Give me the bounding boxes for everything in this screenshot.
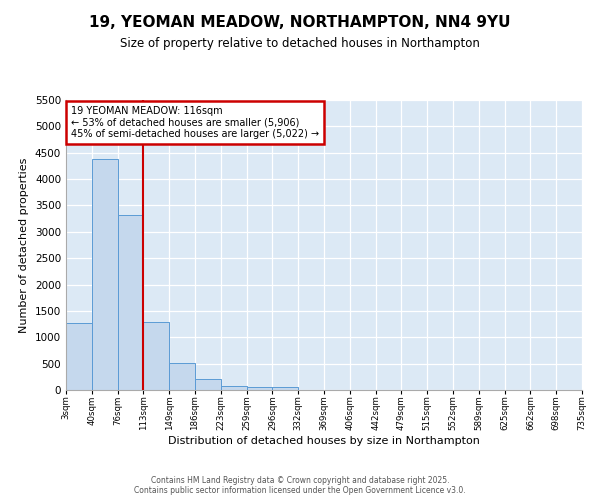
Bar bbox=[118, 216, 143, 390]
Text: 19, YEOMAN MEADOW, NORTHAMPTON, NN4 9YU: 19, YEOMAN MEADOW, NORTHAMPTON, NN4 9YU bbox=[89, 15, 511, 30]
Bar bbox=[143, 322, 169, 390]
Y-axis label: Number of detached properties: Number of detached properties bbox=[19, 158, 29, 332]
Text: 19 YEOMAN MEADOW: 116sqm
← 53% of detached houses are smaller (5,906)
45% of sem: 19 YEOMAN MEADOW: 116sqm ← 53% of detach… bbox=[71, 106, 319, 139]
Bar bbox=[169, 363, 195, 390]
Bar bbox=[66, 323, 92, 390]
Bar bbox=[247, 386, 272, 390]
Text: Contains HM Land Registry data © Crown copyright and database right 2025.
Contai: Contains HM Land Registry data © Crown c… bbox=[134, 476, 466, 495]
Bar bbox=[195, 378, 221, 390]
Text: Size of property relative to detached houses in Northampton: Size of property relative to detached ho… bbox=[120, 38, 480, 51]
Bar bbox=[221, 386, 247, 390]
Bar bbox=[92, 159, 118, 390]
X-axis label: Distribution of detached houses by size in Northampton: Distribution of detached houses by size … bbox=[168, 436, 480, 446]
Bar bbox=[272, 388, 298, 390]
